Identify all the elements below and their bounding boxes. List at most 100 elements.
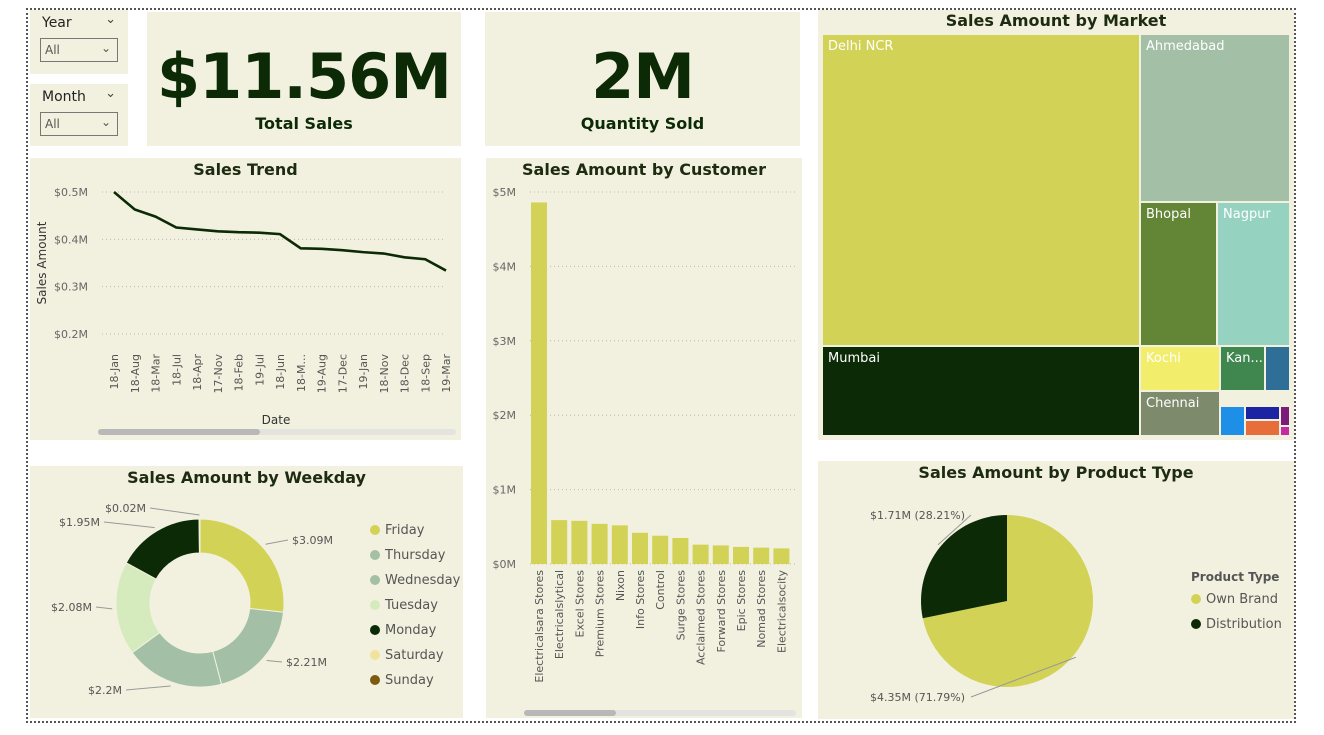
x-tick-label: 19-Mar — [440, 354, 453, 393]
legend-item[interactable]: Thursday — [370, 548, 445, 563]
sales-by-customer-visual[interactable]: Sales Amount by Customer $0M $1M $2M $3M $4M… — [486, 158, 802, 718]
legend-item[interactable]: Monday — [370, 623, 436, 638]
leader-line — [265, 539, 289, 545]
bar — [571, 520, 588, 564]
month-dropdown[interactable]: All ⌄ — [40, 112, 118, 136]
dashboard-frame — [26, 8, 1296, 723]
legend-label: Tuesday — [385, 598, 438, 613]
treemap-cell-label: Bhopal — [1146, 207, 1191, 222]
x-tick-label: 18-Sep — [419, 354, 432, 393]
x-tick-label: 18-Nov — [378, 354, 391, 394]
sales-by-customer-scrollbar[interactable] — [524, 710, 796, 716]
total-sales-value: $11.56M — [157, 40, 452, 113]
y-tick-label: $2M — [493, 409, 517, 422]
legend-item[interactable]: Tuesday — [370, 598, 438, 613]
x-tick-label: Info Stores — [634, 570, 647, 629]
data-label: $1.95M — [59, 516, 100, 529]
legend-dot — [370, 575, 380, 585]
month-slicer[interactable]: Month ⌄ All ⌄ — [30, 84, 128, 146]
treemap-cell[interactable] — [1245, 406, 1280, 420]
quantity-sold-card: 2M Quantity Sold — [485, 12, 800, 146]
treemap-cell-label: Ahmedabad — [1146, 39, 1225, 54]
bar — [632, 532, 648, 564]
treemap-cell[interactable]: Nagpur — [1217, 202, 1290, 346]
sales-by-customer-title: Sales Amount by Customer — [522, 160, 766, 179]
sales-trend-chart: $0.2M $0.3M $0.4M $0.5M 18-Jan 18-Aug 18-Mar 18… — [35, 186, 453, 427]
bar — [753, 547, 770, 564]
leader-line — [95, 606, 113, 610]
bar — [773, 548, 790, 564]
x-tick-label: Electricalsara Stores — [533, 570, 546, 683]
x-tick-label: 18-Jul — [170, 354, 183, 386]
treemap-cell[interactable]: Ahmedabad — [1140, 34, 1290, 202]
x-tick-label: 18-M... — [295, 354, 308, 392]
treemap-cell-label: Mumbai — [828, 351, 880, 366]
treemap-cell[interactable]: Bhopal — [1140, 202, 1217, 346]
legend-item[interactable]: Distribution — [1191, 617, 1282, 632]
treemap-cell-label: Kochi — [1146, 351, 1181, 366]
chevron-down-icon[interactable]: ⌄ — [105, 86, 116, 101]
legend-label: Monday — [385, 623, 437, 638]
x-tick-label: Excel Stores — [573, 570, 586, 638]
legend-item[interactable]: Sunday — [370, 673, 434, 688]
x-tick-label: Nixon — [614, 570, 627, 601]
x-tick-label: Epic Stores — [735, 570, 748, 632]
x-tick-label: 17-Dec — [336, 354, 349, 393]
data-label: $4.35M (71.79%) — [870, 691, 965, 704]
total-sales-card: $11.56M Total Sales — [147, 12, 461, 146]
leader-line — [937, 514, 972, 546]
sales-trend-title: Sales Trend — [193, 160, 298, 179]
x-tick-label: 18-Feb — [233, 354, 246, 391]
treemap-cell-label: Delhi NCR — [828, 39, 894, 54]
treemap-cell[interactable]: Kan... — [1220, 346, 1265, 391]
sales-trend-visual[interactable]: Sales Trend $0.2M $0.3M $0.4M $0.5M 18-Jan 18… — [30, 158, 461, 440]
treemap-cell[interactable] — [1280, 406, 1290, 426]
sales-trend-scrollbar[interactable] — [98, 429, 456, 435]
sales-by-customer-chart: $0M $1M $2M $3M $4M $5M Electricalsara Stores E… — [493, 186, 798, 683]
x-tick-label: 19-Jul — [253, 354, 266, 386]
y-tick-label: $3M — [493, 335, 517, 348]
bar — [692, 544, 709, 564]
legend-item[interactable]: Own Brand — [1191, 592, 1278, 607]
bar — [672, 537, 689, 564]
data-label: $1.71M (28.21%) — [870, 509, 965, 522]
bar — [733, 546, 749, 564]
y-tick-label: $4M — [493, 260, 517, 273]
treemap-cell[interactable] — [1280, 426, 1290, 436]
bar — [652, 535, 669, 564]
legend-dot — [370, 650, 380, 660]
treemap-cell[interactable]: Kochi — [1140, 346, 1220, 391]
legend-label: Sunday — [385, 673, 434, 688]
sales-by-product-type-visual[interactable]: Sales Amount by Product Type $4.35M (71.… — [818, 461, 1294, 719]
treemap-cell[interactable]: Chennai — [1140, 391, 1220, 436]
treemap-cell[interactable] — [1220, 406, 1245, 436]
legend-item[interactable]: Wednesday — [370, 573, 460, 588]
month-dropdown-value: All — [45, 117, 60, 131]
legend-item[interactable]: Friday — [370, 523, 424, 538]
year-dropdown-value: All — [45, 43, 60, 57]
treemap-cell[interactable]: Mumbai — [822, 346, 1140, 436]
x-tick-label: 17-Nov — [212, 354, 225, 394]
treemap-cell[interactable] — [1265, 346, 1290, 391]
bar — [531, 202, 547, 564]
y-tick-label: $0M — [493, 558, 517, 571]
chevron-down-icon: ⌄ — [100, 41, 111, 55]
donut-slice — [198, 518, 201, 554]
y-tick-label: $1M — [493, 484, 517, 497]
x-tick-label: 18-Jun — [274, 354, 287, 390]
treemap-cell[interactable] — [1245, 420, 1280, 436]
x-tick-label: 18-Dec — [399, 354, 412, 393]
sales-trend-scroll-thumb[interactable] — [98, 429, 260, 435]
legend-item[interactable]: Saturday — [370, 648, 444, 663]
treemap-cell[interactable]: Delhi NCR — [822, 34, 1140, 346]
year-dropdown[interactable]: All ⌄ — [40, 38, 118, 62]
sales-by-market-visual[interactable]: Sales Amount by Market Delhi NCR Ahmedaba… — [818, 10, 1294, 440]
bar — [591, 523, 608, 564]
sales-trend-line — [113, 191, 447, 272]
chevron-down-icon[interactable]: ⌄ — [105, 12, 116, 27]
year-slicer[interactable]: Year ⌄ All ⌄ — [30, 10, 128, 74]
legend-label: Friday — [385, 523, 425, 538]
sales-by-customer-scroll-thumb[interactable] — [524, 710, 616, 716]
sales-by-weekday-visual[interactable]: Sales Amount by Weekday $3.09M $2.21M $2.2… — [30, 466, 463, 718]
quantity-sold-label: Quantity Sold — [580, 114, 705, 133]
